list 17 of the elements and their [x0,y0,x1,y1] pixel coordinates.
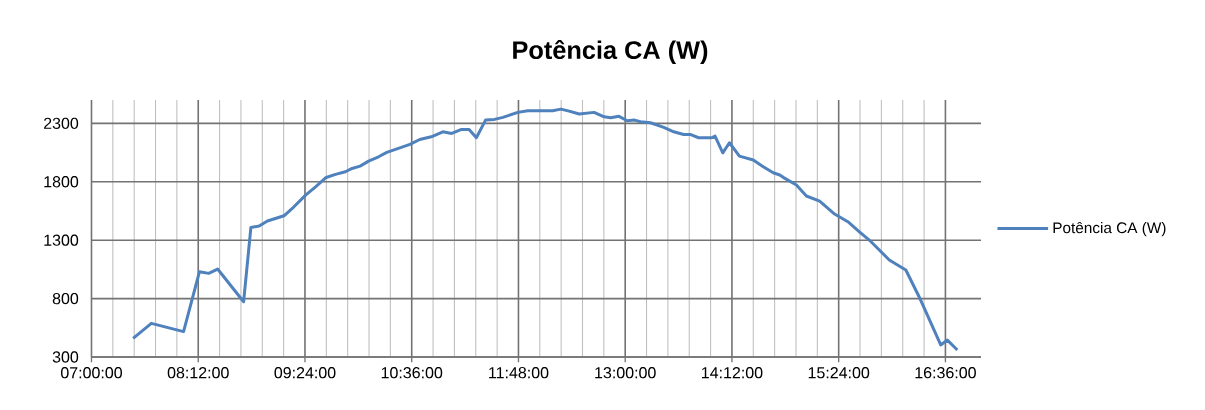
y-tick-label: 800 [52,292,79,305]
y-tick-label: 1300 [44,234,79,246]
x-tick-label: 11:48:00 [489,367,549,379]
x-tick-label: 10:36:00 [381,367,443,379]
y-tick-label: 300 [52,351,79,363]
x-tick-label: 07:00:00 [60,367,123,379]
y-tick-label: 1800 [44,176,79,188]
x-tick-label: 14:12:00 [702,367,763,379]
x-tick-label: 13:00:00 [595,367,656,379]
x-tick-label: 15:24:00 [808,367,870,379]
x-tick-label: 08:12:00 [167,367,229,379]
x-tick-label: 09:24:00 [274,367,336,379]
chart-title: Potência CA (W) [513,39,708,65]
x-tick-label: 16:36:00 [915,367,976,379]
y-tick-label: 2300 [43,117,79,130]
legend-label: Potência CA (W) [1053,221,1166,237]
line-series [131,107,959,352]
